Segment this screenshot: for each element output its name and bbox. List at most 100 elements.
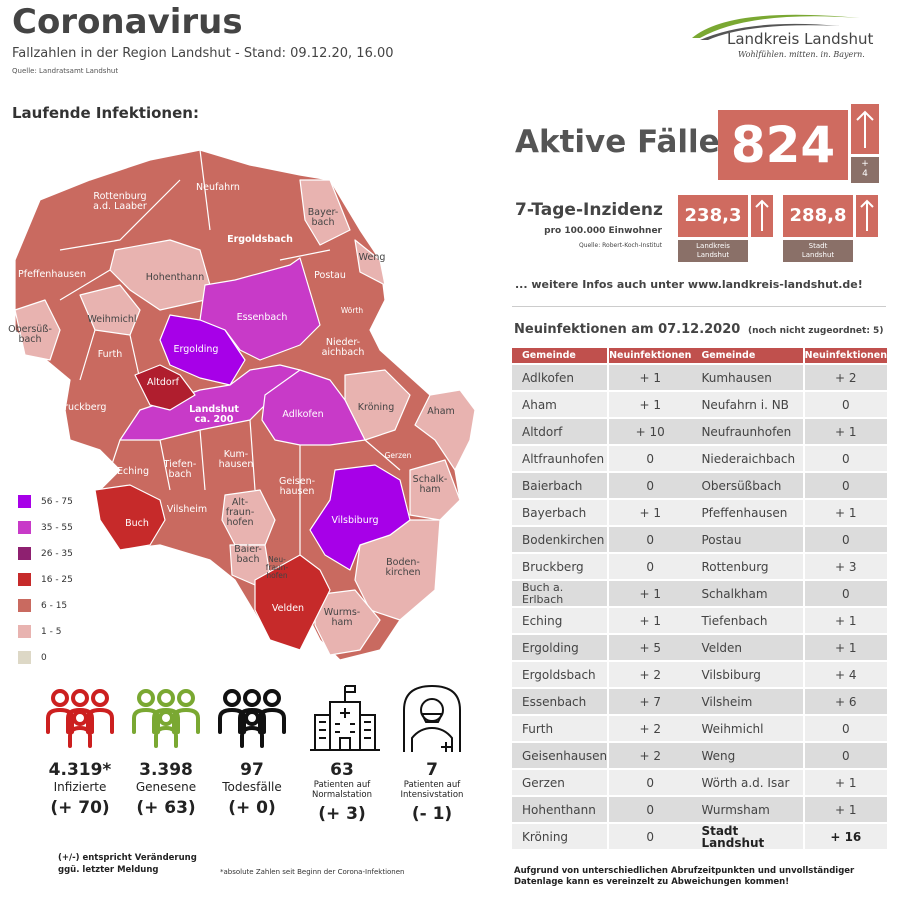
stat-label: Infizierte [53, 780, 107, 794]
table-row: Baierbach 0 Obersüßbach 0 [512, 473, 887, 498]
table-footer: Aufgrund von unterschiedlichen Abrufzeit… [514, 866, 855, 887]
municipality: Wörth a.d. Isar [691, 770, 803, 795]
new-infections: + 1 [802, 635, 887, 660]
region-label: Neu- fraun- hofen [265, 555, 289, 580]
stat-label: Genesene [135, 780, 197, 794]
stat: 4.319* Infizierte (+ 70) [30, 760, 130, 818]
municipality: Buch a. Erlbach [512, 581, 608, 606]
icon-hospital [310, 685, 380, 751]
new-infections: 0 [802, 446, 887, 471]
subtitle: Fallzahlen in der Region Landshut - Stan… [12, 46, 394, 61]
new-infections: + 1 [802, 797, 887, 822]
municipality: Furth [512, 716, 608, 741]
region-label: Altdorf [147, 377, 179, 388]
region-label: Ergoldsbach [227, 234, 293, 245]
region-schalkham [409, 459, 461, 521]
municipality: Ergoldsbach [512, 662, 608, 687]
legend-label: 56 - 75 [41, 496, 73, 507]
municipality: Gerzen [512, 770, 608, 795]
incidence-arrow [751, 195, 773, 237]
table-row: Ergoldsbach + 2 Vilsbiburg + 4 [512, 662, 887, 687]
new-infections: 0 [802, 716, 887, 741]
region-label: Weng [358, 252, 386, 263]
region-label: Weihmichl [87, 314, 137, 325]
region-label: Postau [314, 270, 346, 281]
stat-label: Patienten auf Normalstation [311, 780, 372, 800]
region-label: Eching [117, 466, 149, 477]
stat-change: (+ 0) [228, 798, 276, 818]
legend-label: 0 [41, 652, 47, 663]
municipality: Niederaichbach [691, 446, 803, 471]
new-infections: 0 [607, 527, 692, 552]
table-row: Eching + 1 Tiefenbach + 1 [512, 608, 887, 633]
region-label: Gerzen [384, 451, 412, 460]
municipality: Bruckberg [512, 554, 608, 579]
table-row: Ergolding + 5 Velden + 1 [512, 635, 887, 660]
title: Coronavirus [12, 2, 243, 42]
new-infections: 0 [802, 473, 887, 498]
new-infections: + 2 [607, 716, 692, 741]
new-infections: + 7 [607, 689, 692, 714]
region-label: Baier- bach [234, 544, 262, 565]
incidence-value: 238,3 [678, 195, 748, 237]
header-cell: Gemeinde [512, 348, 608, 363]
legend-label: 1 - 5 [41, 626, 62, 637]
legend-swatch [18, 651, 31, 664]
municipality: Ergolding [512, 635, 608, 660]
municipality: Kröning [512, 824, 608, 849]
region-label: Alt- fraun- hofen [225, 497, 255, 528]
separator [512, 306, 886, 307]
incidence-label: 7-Tage-Inzidenz [515, 200, 663, 220]
table-row: Altdorf + 10 Neufraunhofen + 1 [512, 419, 887, 444]
municipality: Obersüßbach [691, 473, 803, 498]
arrow-icon [755, 199, 769, 231]
logo-name: Landkreis Landshut [727, 30, 874, 48]
logo-gray [700, 23, 840, 40]
stat-value: 7 [426, 760, 438, 780]
region-label: Adlkofen [282, 409, 324, 420]
legend-item: 1 - 5 [18, 625, 61, 638]
new-infections: 0 [802, 581, 887, 606]
icon-deaths [218, 689, 286, 748]
legend-swatch [18, 599, 31, 612]
logo-green [692, 14, 860, 38]
legend-item: 6 - 15 [18, 599, 67, 612]
table-row: Furth + 2 Weihmichl 0 [512, 716, 887, 741]
stat-change: (+ 3) [318, 804, 366, 824]
new-infections: + 1 [802, 608, 887, 633]
new-infections: + 3 [802, 554, 887, 579]
municipality: Rottenburg [691, 554, 803, 579]
incidence-arrow [856, 195, 878, 237]
table-row: Kröning 0 Stadt Landshut + 16 [512, 824, 887, 849]
table-row: Essenbach + 7 Vilsheim + 6 [512, 689, 887, 714]
map [14, 149, 476, 661]
region-altdorf [134, 364, 196, 411]
municipality: Velden [691, 635, 803, 660]
stat: 63 Patienten auf Normalstation (+ 3) [292, 760, 392, 824]
municipality: Vilsheim [691, 689, 803, 714]
region-label: Bayer- bach [307, 207, 339, 228]
new-infections: 0 [607, 770, 692, 795]
table: Gemeinde Neuinfektionen Gemeinde Neuinfekti… [512, 346, 887, 851]
region-vilsbiburg [309, 464, 411, 571]
table-title: Neuinfektionen am 07.12.2020 [514, 322, 741, 337]
logo-slogan: Wohlfühlen. mitten. in. Bayern. [738, 50, 865, 59]
stat-value: 63 [330, 760, 354, 780]
incidence-region: Stadt Landshut [783, 240, 853, 262]
stat-value: 97 [240, 760, 264, 780]
region-obersuessbach [14, 299, 61, 361]
region-label: Schalk- ham [412, 474, 448, 495]
new-infections: 0 [607, 446, 692, 471]
arrow-icon [860, 199, 874, 231]
footnote-absolute: *absolute Zahlen seit Beginn der Corona-… [220, 868, 405, 876]
legend-item: 26 - 35 [18, 547, 73, 560]
municipality: Hohenthann [512, 797, 608, 822]
legend-label: 16 - 25 [41, 574, 73, 585]
new-infections: 0 [607, 797, 692, 822]
region-label: Geisen- hausen [278, 476, 316, 497]
new-infections: + 1 [802, 770, 887, 795]
region-label: Rottenburg a.d. Laaber [93, 191, 147, 212]
legend-label: 6 - 15 [41, 600, 68, 611]
incidence-sub: pro 100.000 Einwohner [544, 226, 662, 236]
active-value: 824 [718, 110, 848, 180]
